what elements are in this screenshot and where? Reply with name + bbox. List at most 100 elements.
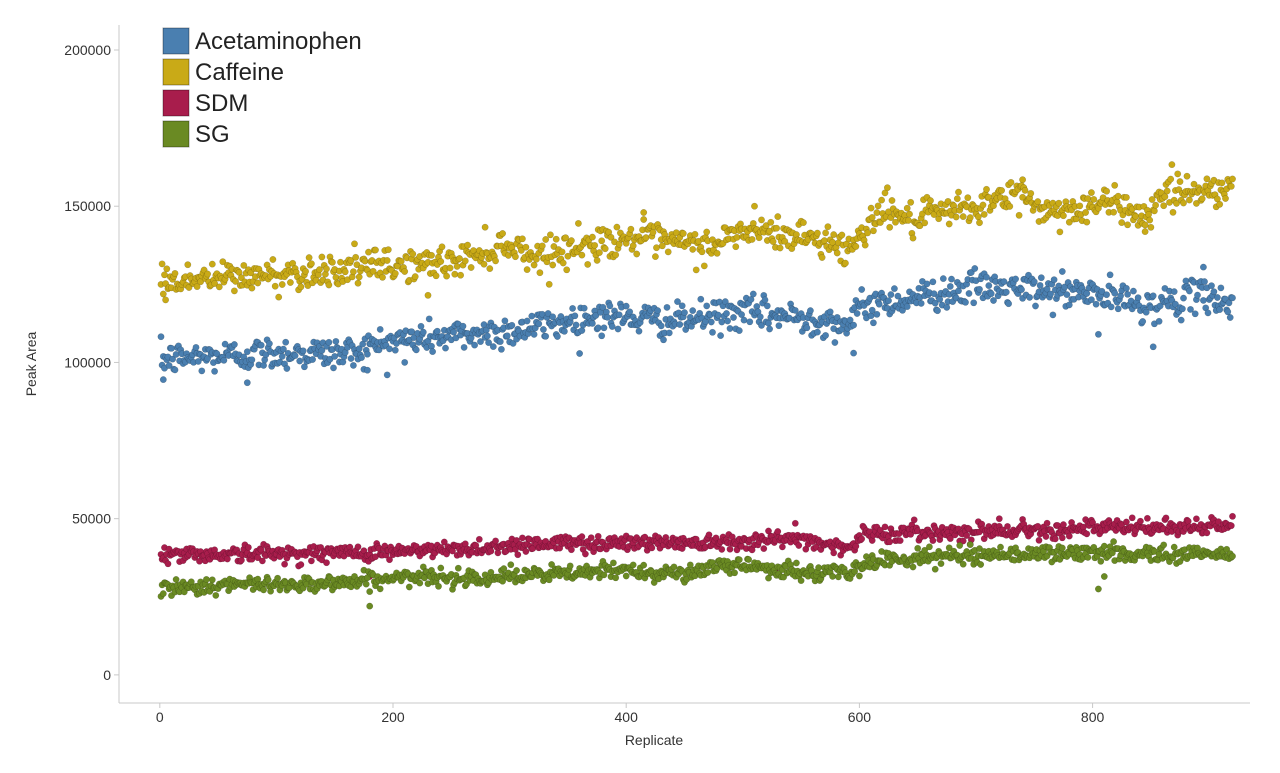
data-point bbox=[461, 257, 469, 265]
data-point bbox=[1006, 202, 1014, 210]
data-point bbox=[323, 559, 330, 567]
data-point bbox=[703, 228, 711, 236]
data-point bbox=[1174, 170, 1182, 178]
data-point bbox=[581, 550, 589, 558]
data-point bbox=[411, 273, 419, 281]
data-point bbox=[435, 582, 442, 590]
data-point bbox=[1007, 178, 1015, 186]
data-point bbox=[613, 223, 621, 231]
data-point bbox=[542, 236, 550, 243]
data-point bbox=[1162, 514, 1170, 522]
data-point bbox=[325, 281, 333, 289]
data-point bbox=[1032, 302, 1039, 310]
data-point bbox=[528, 312, 536, 320]
data-point bbox=[593, 256, 601, 264]
data-point bbox=[1092, 300, 1100, 308]
data-point bbox=[375, 346, 383, 354]
data-point bbox=[1213, 294, 1221, 301]
data-point bbox=[574, 219, 582, 227]
data-point bbox=[1030, 278, 1038, 286]
data-point bbox=[494, 549, 502, 557]
x-tick-label: 200 bbox=[381, 709, 405, 725]
data-point bbox=[622, 572, 630, 580]
data-point bbox=[767, 218, 775, 226]
data-point bbox=[558, 248, 566, 256]
data-point bbox=[971, 265, 979, 272]
data-point bbox=[1042, 533, 1050, 540]
data-point bbox=[164, 560, 172, 568]
data-point bbox=[803, 324, 811, 332]
data-point bbox=[903, 303, 911, 311]
data-point bbox=[464, 241, 472, 249]
data-point bbox=[363, 350, 371, 358]
data-point bbox=[352, 253, 360, 261]
data-point bbox=[330, 364, 337, 372]
data-point bbox=[665, 329, 673, 337]
data-point bbox=[572, 321, 580, 329]
data-point bbox=[244, 543, 252, 551]
data-point bbox=[1171, 300, 1179, 308]
data-point bbox=[945, 220, 953, 228]
data-point bbox=[704, 569, 712, 576]
data-point bbox=[1224, 308, 1232, 316]
data-point bbox=[1094, 585, 1102, 593]
data-point bbox=[970, 299, 978, 307]
data-point bbox=[881, 523, 889, 531]
data-point bbox=[553, 333, 561, 340]
data-point bbox=[763, 302, 771, 310]
data-point bbox=[1058, 534, 1066, 542]
data-point bbox=[985, 282, 993, 290]
data-point bbox=[523, 317, 531, 325]
data-point bbox=[332, 337, 340, 345]
data-point bbox=[921, 219, 929, 227]
data-point bbox=[514, 551, 522, 559]
data-point bbox=[841, 259, 849, 267]
data-point bbox=[956, 542, 964, 549]
x-tick-label: 800 bbox=[1081, 709, 1105, 725]
data-point bbox=[323, 265, 330, 273]
data-point bbox=[1227, 182, 1235, 190]
data-point bbox=[391, 270, 399, 277]
data-point bbox=[855, 572, 863, 580]
data-point bbox=[740, 316, 748, 324]
data-point bbox=[497, 345, 505, 353]
data-point bbox=[1122, 518, 1130, 526]
data-point bbox=[580, 304, 588, 312]
data-point bbox=[861, 241, 869, 249]
data-point bbox=[1107, 303, 1115, 311]
data-point bbox=[948, 275, 955, 283]
data-point bbox=[171, 269, 179, 277]
data-point bbox=[815, 564, 823, 572]
data-point bbox=[353, 261, 361, 269]
data-point bbox=[1083, 530, 1091, 538]
data-point bbox=[608, 323, 616, 330]
data-point bbox=[691, 230, 699, 238]
data-point bbox=[890, 285, 898, 293]
data-point bbox=[1097, 557, 1105, 565]
data-point bbox=[1184, 517, 1192, 525]
data-point bbox=[1058, 544, 1066, 552]
data-point bbox=[858, 286, 866, 293]
legend: Acetaminophen Caffeine SDM SG bbox=[162, 27, 362, 148]
data-point bbox=[412, 346, 420, 354]
data-point bbox=[1063, 291, 1071, 299]
x-axis-ticks: 0 200 400 600 800 bbox=[156, 703, 1105, 725]
data-point bbox=[419, 328, 427, 336]
data-point bbox=[204, 270, 212, 278]
data-point bbox=[518, 534, 526, 542]
data-point bbox=[707, 318, 715, 326]
data-point bbox=[609, 559, 617, 567]
data-point bbox=[977, 561, 985, 568]
data-point bbox=[1050, 276, 1058, 284]
data-point bbox=[791, 519, 799, 527]
data-point bbox=[354, 279, 362, 287]
data-point bbox=[974, 213, 982, 221]
data-point bbox=[907, 198, 915, 206]
data-point bbox=[604, 313, 611, 321]
data-point bbox=[184, 261, 192, 269]
legend-swatch bbox=[162, 27, 190, 55]
data-point bbox=[1065, 532, 1073, 540]
data-point bbox=[1058, 268, 1066, 275]
data-point bbox=[966, 214, 974, 222]
data-point bbox=[979, 201, 987, 209]
